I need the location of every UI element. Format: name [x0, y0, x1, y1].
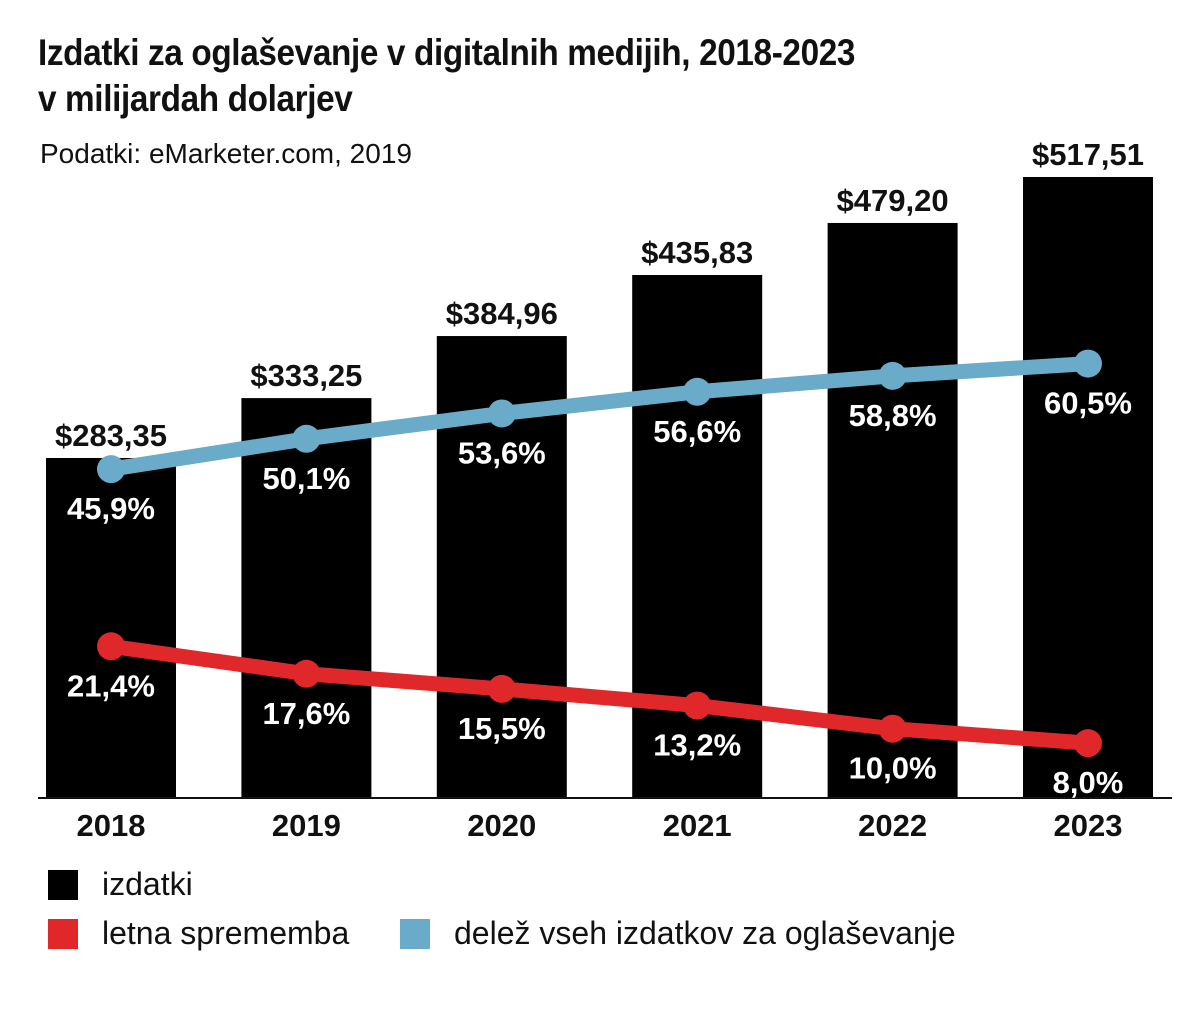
bar-2023 [1023, 176, 1153, 798]
legend-item-delez: delež vseh izdatkov za oglaševanje [400, 915, 956, 952]
series-point-delez-vseh-izdatkov-za-oglasevanje-2019 [292, 424, 321, 453]
legend-label-delez: delež vseh izdatkov za oglaševanje [454, 915, 956, 951]
series-point-letna-sprememba-2020 [487, 674, 516, 703]
bar-2022 [827, 222, 958, 798]
x-tick-label-2022: 2022 [858, 808, 927, 843]
data-label-letna-sprememba-2018: 21,4% [67, 668, 155, 703]
bar-value-label-2019: $333,25 [250, 358, 362, 393]
data-label-delez-vseh-izdatkov-za-oglasevanje-2020: 53,6% [458, 435, 546, 470]
x-tick-label-2023: 2023 [1054, 808, 1123, 843]
series-point-delez-vseh-izdatkov-za-oglasevanje-2022 [878, 361, 907, 390]
chart-title: Izdatki za oglaševanje v digitalnih medi… [38, 30, 855, 122]
bar-value-label-2021: $435,83 [641, 235, 753, 270]
series-point-letna-sprememba-2023 [1074, 729, 1102, 758]
data-label-letna-sprememba-2021: 13,2% [653, 728, 741, 763]
legend-item-izdatki: izdatki [48, 866, 193, 903]
series-line-letna-sprememba [103, 638, 1096, 751]
data-label-delez-vseh-izdatkov-za-oglasevanje-2022: 58,8% [849, 398, 937, 433]
series-line-delez-vseh-izdatkov-za-oglasevanje [103, 356, 1096, 477]
x-tick-label-2018: 2018 [77, 808, 146, 843]
bar-2019 [241, 398, 372, 798]
bar-value-label-2020: $384,96 [446, 296, 558, 331]
chart-title-line-2: v milijardah dolarjev [38, 78, 353, 119]
series-delez-vseh-izdatkov-za-oglasevanje: 45,9% 50,1% 53,6% 56,6% 58,8% 60,5% [67, 349, 1132, 526]
series-point-delez-vseh-izdatkov-za-oglasevanje-2020 [487, 399, 516, 428]
legend-swatch-delez [400, 918, 430, 949]
series-point-delez-vseh-izdatkov-za-oglasevanje-2018 [97, 455, 125, 484]
series-letna-sprememba: 21,4% 17,6% 15,5% 13,2% 10,0% 8,0% [67, 632, 1123, 800]
x-tick-label-2020: 2020 [467, 808, 536, 843]
legend-swatch-izdatki [48, 869, 78, 900]
data-label-letna-sprememba-2020: 15,5% [458, 711, 546, 746]
data-label-letna-sprememba-2019: 17,6% [262, 696, 350, 731]
series-point-letna-sprememba-2022 [878, 714, 907, 743]
bar-value-label-2023: $517,51 [1032, 137, 1144, 172]
series-point-letna-sprememba-2019 [292, 659, 321, 688]
data-label-delez-vseh-izdatkov-za-oglasevanje-2018: 45,9% [67, 491, 155, 526]
legend-label-letna-sprememba: letna sprememba [102, 915, 350, 951]
data-label-delez-vseh-izdatkov-za-oglasevanje-2021: 56,6% [653, 414, 741, 449]
legend-item-letna-sprememba: letna sprememba [48, 915, 349, 952]
bar-value-label-2022: $479,20 [837, 183, 949, 218]
data-label-delez-vseh-izdatkov-za-oglasevanje-2023: 60,5% [1044, 386, 1132, 421]
bar-value-label-2018: $283,35 [55, 418, 167, 453]
data-label-letna-sprememba-2022: 10,0% [849, 751, 937, 786]
legend-swatch-letna-sprememba [48, 918, 78, 949]
legend-label-izdatki: izdatki [102, 866, 193, 902]
bar-2018 [46, 457, 176, 798]
chart-title-line-1: Izdatki za oglaševanje v digitalnih medi… [38, 32, 856, 73]
series-point-delez-vseh-izdatkov-za-oglasevanje-2023 [1074, 349, 1102, 378]
series-point-letna-sprememba-2018 [97, 632, 125, 661]
series-point-delez-vseh-izdatkov-za-oglasevanje-2021 [683, 377, 712, 406]
data-label-letna-sprememba-2023: 8,0% [1053, 765, 1124, 800]
series-lines-layer: 45,9% 50,1% 53,6% 56,6% 58,8% 60,5% 21,4% 17,6%… [67, 349, 1132, 800]
x-tick-label-2019: 2019 [272, 808, 341, 843]
chart-subtitle: Podatki: eMarketer.com, 2019 [40, 138, 412, 169]
series-point-letna-sprememba-2021 [683, 691, 712, 720]
data-label-delez-vseh-izdatkov-za-oglasevanje-2019: 50,1% [262, 461, 350, 496]
x-tick-labels: 2018 2019 2020 2021 2022 2023 [77, 808, 1123, 843]
x-tick-label-2021: 2021 [663, 808, 732, 843]
